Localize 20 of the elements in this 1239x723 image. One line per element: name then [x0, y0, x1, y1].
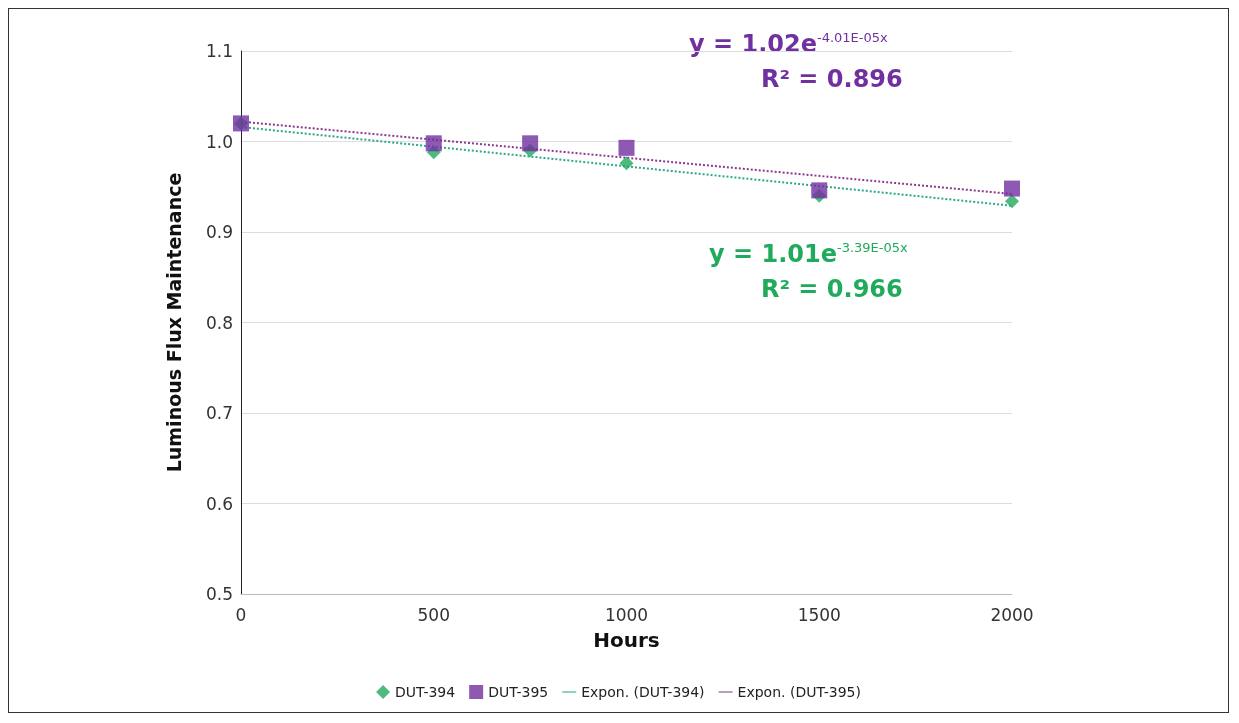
legend-label: DUT-394 [395, 684, 456, 700]
y-tick-label: 0.9 [205, 222, 233, 242]
y-tick-label: 0.6 [205, 493, 233, 514]
y-tick-label: 0.5 [205, 584, 233, 604]
legend-label: DUT-395 [488, 684, 549, 700]
x-tick-label: 500 [417, 604, 450, 625]
y-tick-label: 0.7 [205, 403, 233, 423]
x-tick-label: 2000 [990, 604, 1034, 625]
annotation: R² = 0.966 [761, 275, 903, 303]
y-axis-title: Luminous Flux Maintenance [162, 172, 185, 473]
x-axis-title: Hours [593, 628, 660, 652]
y-tick-label: 0.8 [205, 312, 233, 333]
y-tick-label: 1.0 [205, 131, 233, 152]
annotation: R² = 0.896 [761, 65, 903, 93]
legend-label: Expon. (DUT-395) [737, 684, 861, 700]
y-tick-label: 1.1 [205, 41, 233, 61]
legend-label: Expon. (DUT-394) [581, 684, 705, 700]
x-tick-label: 1500 [797, 604, 841, 625]
x-tick-label: 1000 [604, 604, 649, 625]
x-tick-label: 0 [235, 604, 247, 625]
